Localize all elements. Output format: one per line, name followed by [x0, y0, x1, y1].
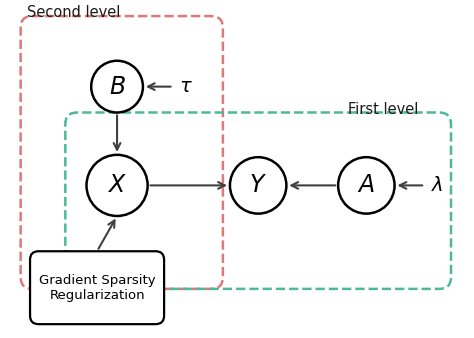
Text: $B$: $B$	[109, 75, 126, 99]
Text: $\tau$: $\tau$	[179, 77, 193, 96]
Text: $X$: $X$	[107, 173, 127, 197]
Circle shape	[230, 157, 286, 214]
Text: First level: First level	[347, 102, 418, 117]
Circle shape	[86, 155, 147, 216]
Text: Second level: Second level	[27, 5, 120, 20]
FancyBboxPatch shape	[30, 251, 164, 324]
Circle shape	[91, 61, 143, 113]
Text: $A$: $A$	[357, 173, 375, 197]
Text: Gradient Sparsity
Regularization: Gradient Sparsity Regularization	[39, 274, 155, 302]
Text: $\lambda$: $\lambda$	[431, 176, 443, 195]
Circle shape	[338, 157, 394, 214]
Text: $Y$: $Y$	[249, 173, 267, 197]
